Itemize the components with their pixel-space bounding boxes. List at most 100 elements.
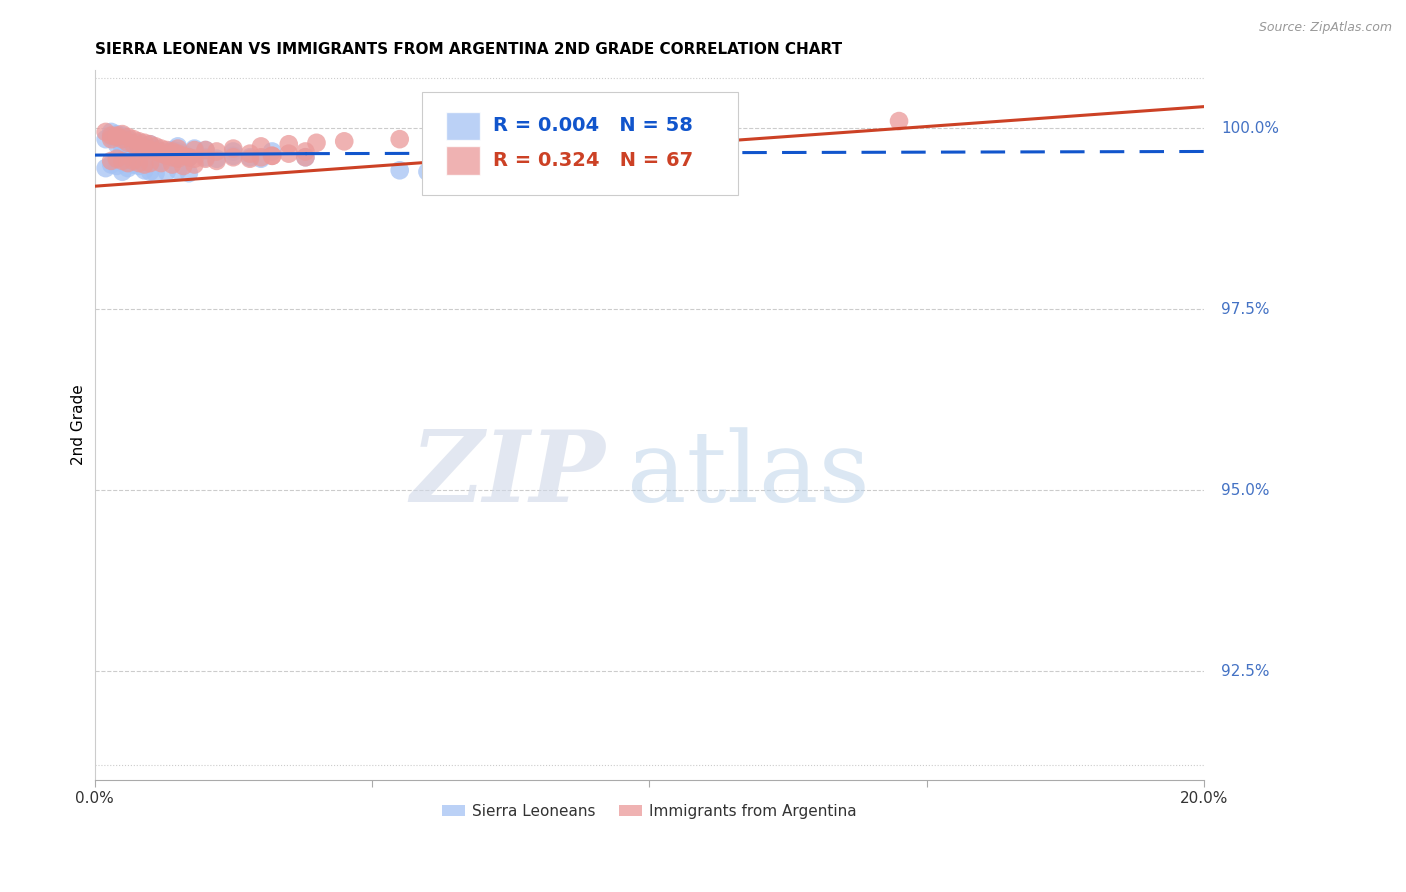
Text: 97.5%: 97.5% [1220, 301, 1270, 317]
Point [117, 161, 139, 175]
Point [150, 146, 173, 161]
Point [172, 159, 194, 173]
Point [183, 152, 205, 166]
Point [100, 132, 122, 146]
Point [128, 139, 150, 153]
Text: 92.5%: 92.5% [1220, 664, 1270, 679]
Point [194, 152, 217, 166]
Point [134, 136, 156, 150]
Point [172, 146, 194, 161]
Point [122, 157, 145, 171]
Point [333, 134, 356, 148]
Point [166, 146, 188, 161]
Point [150, 142, 173, 156]
Point [222, 149, 245, 163]
FancyBboxPatch shape [446, 112, 479, 140]
Point [156, 146, 179, 161]
Point [134, 157, 156, 171]
Point [183, 142, 205, 156]
Point [145, 145, 167, 159]
Point [117, 142, 139, 156]
Point [277, 146, 299, 161]
Point [145, 139, 167, 153]
Point [162, 143, 184, 157]
Point [222, 145, 245, 159]
Point [555, 127, 578, 141]
Point [122, 153, 145, 168]
Point [111, 139, 134, 153]
Point [100, 153, 122, 168]
Point [250, 152, 273, 166]
Text: ZIP: ZIP [411, 426, 605, 523]
Point [145, 142, 167, 156]
Point [117, 156, 139, 170]
FancyBboxPatch shape [422, 92, 738, 194]
Point [128, 156, 150, 170]
Point [205, 153, 228, 168]
Point [177, 150, 200, 164]
Point [100, 157, 122, 171]
Point [194, 143, 217, 157]
Point [416, 165, 439, 179]
Point [117, 130, 139, 145]
Point [262, 145, 284, 159]
Point [111, 156, 134, 170]
Point [162, 145, 184, 159]
Point [128, 136, 150, 150]
Point [122, 137, 145, 152]
Point [156, 143, 179, 157]
Point [388, 132, 411, 146]
Point [150, 153, 173, 168]
Point [150, 145, 173, 159]
Point [111, 165, 134, 179]
Point [134, 142, 156, 156]
Point [100, 128, 122, 143]
Point [183, 143, 205, 157]
Point [222, 150, 245, 164]
Point [294, 150, 316, 164]
Point [117, 132, 139, 146]
Point [388, 163, 411, 178]
Point [122, 146, 145, 161]
Point [183, 157, 205, 171]
Legend: Sierra Leoneans, Immigrants from Argentina: Sierra Leoneans, Immigrants from Argenti… [436, 798, 863, 825]
Point [122, 152, 145, 166]
Point [166, 163, 188, 178]
Point [122, 137, 145, 152]
Point [239, 150, 262, 164]
Point [166, 152, 188, 166]
Point [239, 146, 262, 161]
Point [139, 143, 162, 157]
Point [150, 156, 173, 170]
Point [156, 165, 179, 179]
Point [887, 114, 910, 128]
Point [277, 137, 299, 152]
Point [166, 145, 188, 159]
Text: 100.0%: 100.0% [1220, 120, 1279, 136]
Text: atlas: atlas [627, 426, 870, 523]
Point [128, 134, 150, 148]
Point [444, 130, 467, 145]
Point [250, 139, 273, 153]
Text: SIERRA LEONEAN VS IMMIGRANTS FROM ARGENTINA 2ND GRADE CORRELATION CHART: SIERRA LEONEAN VS IMMIGRANTS FROM ARGENT… [94, 42, 842, 57]
Point [128, 159, 150, 173]
Point [294, 150, 316, 164]
Point [194, 150, 217, 164]
Point [139, 146, 162, 161]
Point [111, 132, 134, 146]
Point [172, 149, 194, 163]
Point [239, 152, 262, 166]
Point [111, 145, 134, 159]
Point [139, 165, 162, 179]
Point [166, 142, 188, 156]
Point [128, 143, 150, 157]
Point [262, 149, 284, 163]
Point [105, 152, 128, 166]
Point [100, 130, 122, 145]
Point [166, 139, 188, 153]
Point [128, 150, 150, 164]
Point [156, 149, 179, 163]
Y-axis label: 2nd Grade: 2nd Grade [72, 384, 86, 466]
Point [105, 137, 128, 152]
Point [100, 125, 122, 139]
